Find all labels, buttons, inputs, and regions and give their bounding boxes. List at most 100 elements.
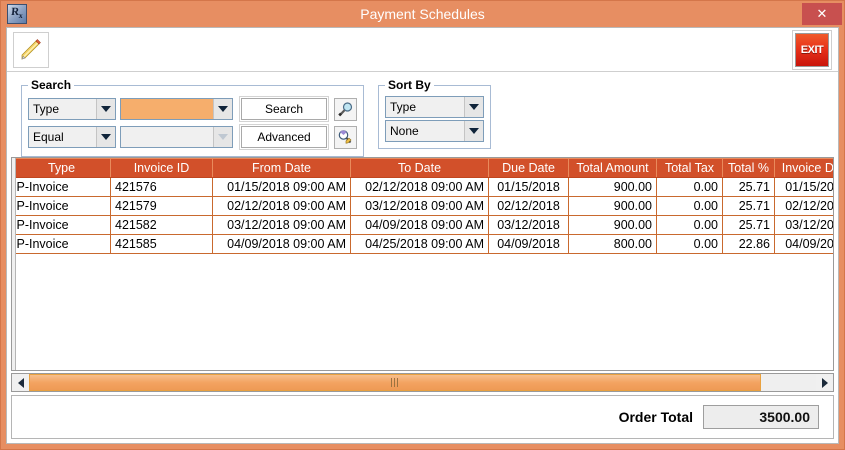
column-header-due-date[interactable]: Due Date [488,158,569,178]
cell-type: P-Invoice [12,215,111,235]
search-term2-value [121,127,213,147]
search-term-value [121,99,213,119]
cell-from-date: 03/12/2018 09:00 AM [212,215,351,235]
chevron-down-icon[interactable] [464,121,483,141]
cell-invoice-date: 01/15/2018 [774,177,833,197]
search-operator-value: Equal [29,127,96,147]
search-row-primary: Type Search [28,96,357,122]
scroll-left-arrow-icon[interactable] [12,374,29,391]
cell-total-pct: 25.71 [722,215,775,235]
cell-due-date: 02/12/2018 [488,196,569,216]
cell-total-tax: 0.00 [656,196,723,216]
search-icon-button[interactable] [334,97,357,121]
cell-total-amount: 900.00 [568,177,657,197]
cell-total-pct: 25.71 [722,177,775,197]
cell-invoice-id: 421579 [110,196,213,216]
title-bar: Rx Payment Schedules ✕ [1,1,844,27]
cell-total-tax: 0.00 [656,215,723,235]
cell-to-date: 04/09/2018 09:00 AM [350,215,489,235]
cell-type: P-Invoice [12,234,111,254]
cell-total-tax: 0.00 [656,234,723,254]
search-field-select[interactable]: Type [28,98,116,120]
search-operator-select[interactable]: Equal [28,126,116,148]
sort-row-secondary: None [385,120,484,142]
column-header-from-date[interactable]: From Date [212,158,351,178]
grid-horizontal-scrollbar[interactable] [11,373,834,392]
chevron-down-icon[interactable] [464,97,483,117]
client-area: EXIT Search Type Search [6,27,839,444]
advanced-button-frame: Advanced [239,124,329,150]
cell-from-date: 02/12/2018 09:00 AM [212,196,351,216]
cell-total-pct: 22.86 [722,234,775,254]
search-button[interactable]: Search [241,98,327,120]
sort-secondary-value: None [386,121,464,141]
cell-total-amount: 900.00 [568,196,657,216]
cell-from-date: 04/09/2018 09:00 AM [212,234,351,254]
scrollbar-thumb[interactable] [29,374,761,391]
search-term2-select [120,126,233,148]
table-row[interactable]: P-Invoice 421579 02/12/2018 09:00 AM 03/… [12,196,833,216]
order-total-value: 3500.00 [703,405,819,429]
scrollbar-grip-icon [391,378,399,387]
search-term-select[interactable] [120,98,233,120]
column-header-type[interactable]: Type [12,158,111,178]
cell-invoice-id: 421585 [110,234,213,254]
cell-invoice-id: 421576 [110,177,213,197]
cell-total-amount: 900.00 [568,215,657,235]
edit-button[interactable] [13,31,49,68]
grid-table: Type Invoice ID From Date To Date Due Da… [12,158,833,254]
sort-row-primary: Type [385,96,484,118]
footer-bar: Order Total 3500.00 [11,395,834,439]
cell-to-date: 03/12/2018 09:00 AM [350,196,489,216]
advanced-button[interactable]: Advanced [241,126,327,148]
chevron-down-icon-disabled [213,127,232,147]
cell-total-pct: 25.71 [722,196,775,216]
cell-invoice-date: 03/12/2018 [774,215,833,235]
cell-invoice-id: 421582 [110,215,213,235]
column-header-to-date[interactable]: To Date [350,158,489,178]
chevron-down-icon[interactable] [96,99,115,119]
cell-total-amount: 800.00 [568,234,657,254]
sort-primary-value: Type [386,97,464,117]
chevron-down-icon[interactable] [213,99,232,119]
cell-due-date: 01/15/2018 [488,177,569,197]
exit-button-frame: EXIT [792,29,832,70]
table-row[interactable]: P-Invoice 421582 03/12/2018 09:00 AM 04/… [12,215,833,235]
column-header-total-pct[interactable]: Total % [722,158,775,178]
sort-primary-select[interactable]: Type [385,96,484,118]
table-row[interactable]: P-Invoice 421576 01/15/2018 09:00 AM 02/… [12,177,833,197]
close-button[interactable]: ✕ [802,3,842,25]
grid-header-row: Type Invoice ID From Date To Date Due Da… [12,158,833,178]
magnifier-icon [338,101,353,116]
chevron-down-icon[interactable] [96,127,115,147]
cell-type: P-Invoice [12,177,111,197]
table-row[interactable]: P-Invoice 421585 04/09/2018 09:00 AM 04/… [12,234,833,254]
cell-from-date: 01/15/2018 09:00 AM [212,177,351,197]
search-group: Search Type Search [21,78,364,157]
sort-group-legend: Sort By [388,78,431,92]
filter-bar: Search Type Search [7,72,838,157]
column-header-total-amount[interactable]: Total Amount [568,158,657,178]
search-group-legend: Search [31,78,72,92]
column-header-total-tax[interactable]: Total Tax [656,158,723,178]
toolbar: EXIT [7,28,838,72]
advanced-search-icon-button[interactable] [334,125,357,149]
cell-to-date: 02/12/2018 09:00 AM [350,177,489,197]
magnifier-pencil-icon [338,129,352,144]
cell-to-date: 04/25/2018 09:00 AM [350,234,489,254]
column-header-invoice-id[interactable]: Invoice ID [110,158,213,178]
column-header-invoice-date[interactable]: Invoice Date [774,158,833,178]
rx-document-icon: Rx [7,4,27,24]
cell-due-date: 04/09/2018 [488,234,569,254]
scroll-right-arrow-icon[interactable] [816,374,833,391]
sort-group: Sort By Type None [378,78,491,149]
exit-button[interactable]: EXIT [795,32,829,67]
order-total-label: Order Total [618,409,693,425]
search-button-frame: Search [239,96,329,122]
search-field-value: Type [29,99,96,119]
cell-invoice-date: 02/12/2018 [774,196,833,216]
pencil-icon [21,38,41,59]
sort-secondary-select[interactable]: None [385,120,484,142]
scrollbar-track[interactable] [29,374,816,391]
